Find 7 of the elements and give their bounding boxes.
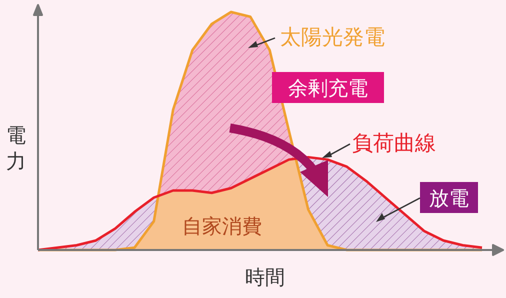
series-label: 負荷曲線: [352, 131, 436, 155]
series-label: 太陽光発電: [280, 25, 385, 49]
annotation: 余剰充電: [288, 76, 368, 100]
y-axis-title: 電力: [6, 123, 26, 173]
annotation: 自家消費: [182, 214, 262, 238]
x-axis-title: 時間: [245, 265, 285, 289]
annotation: 放電: [429, 186, 469, 210]
